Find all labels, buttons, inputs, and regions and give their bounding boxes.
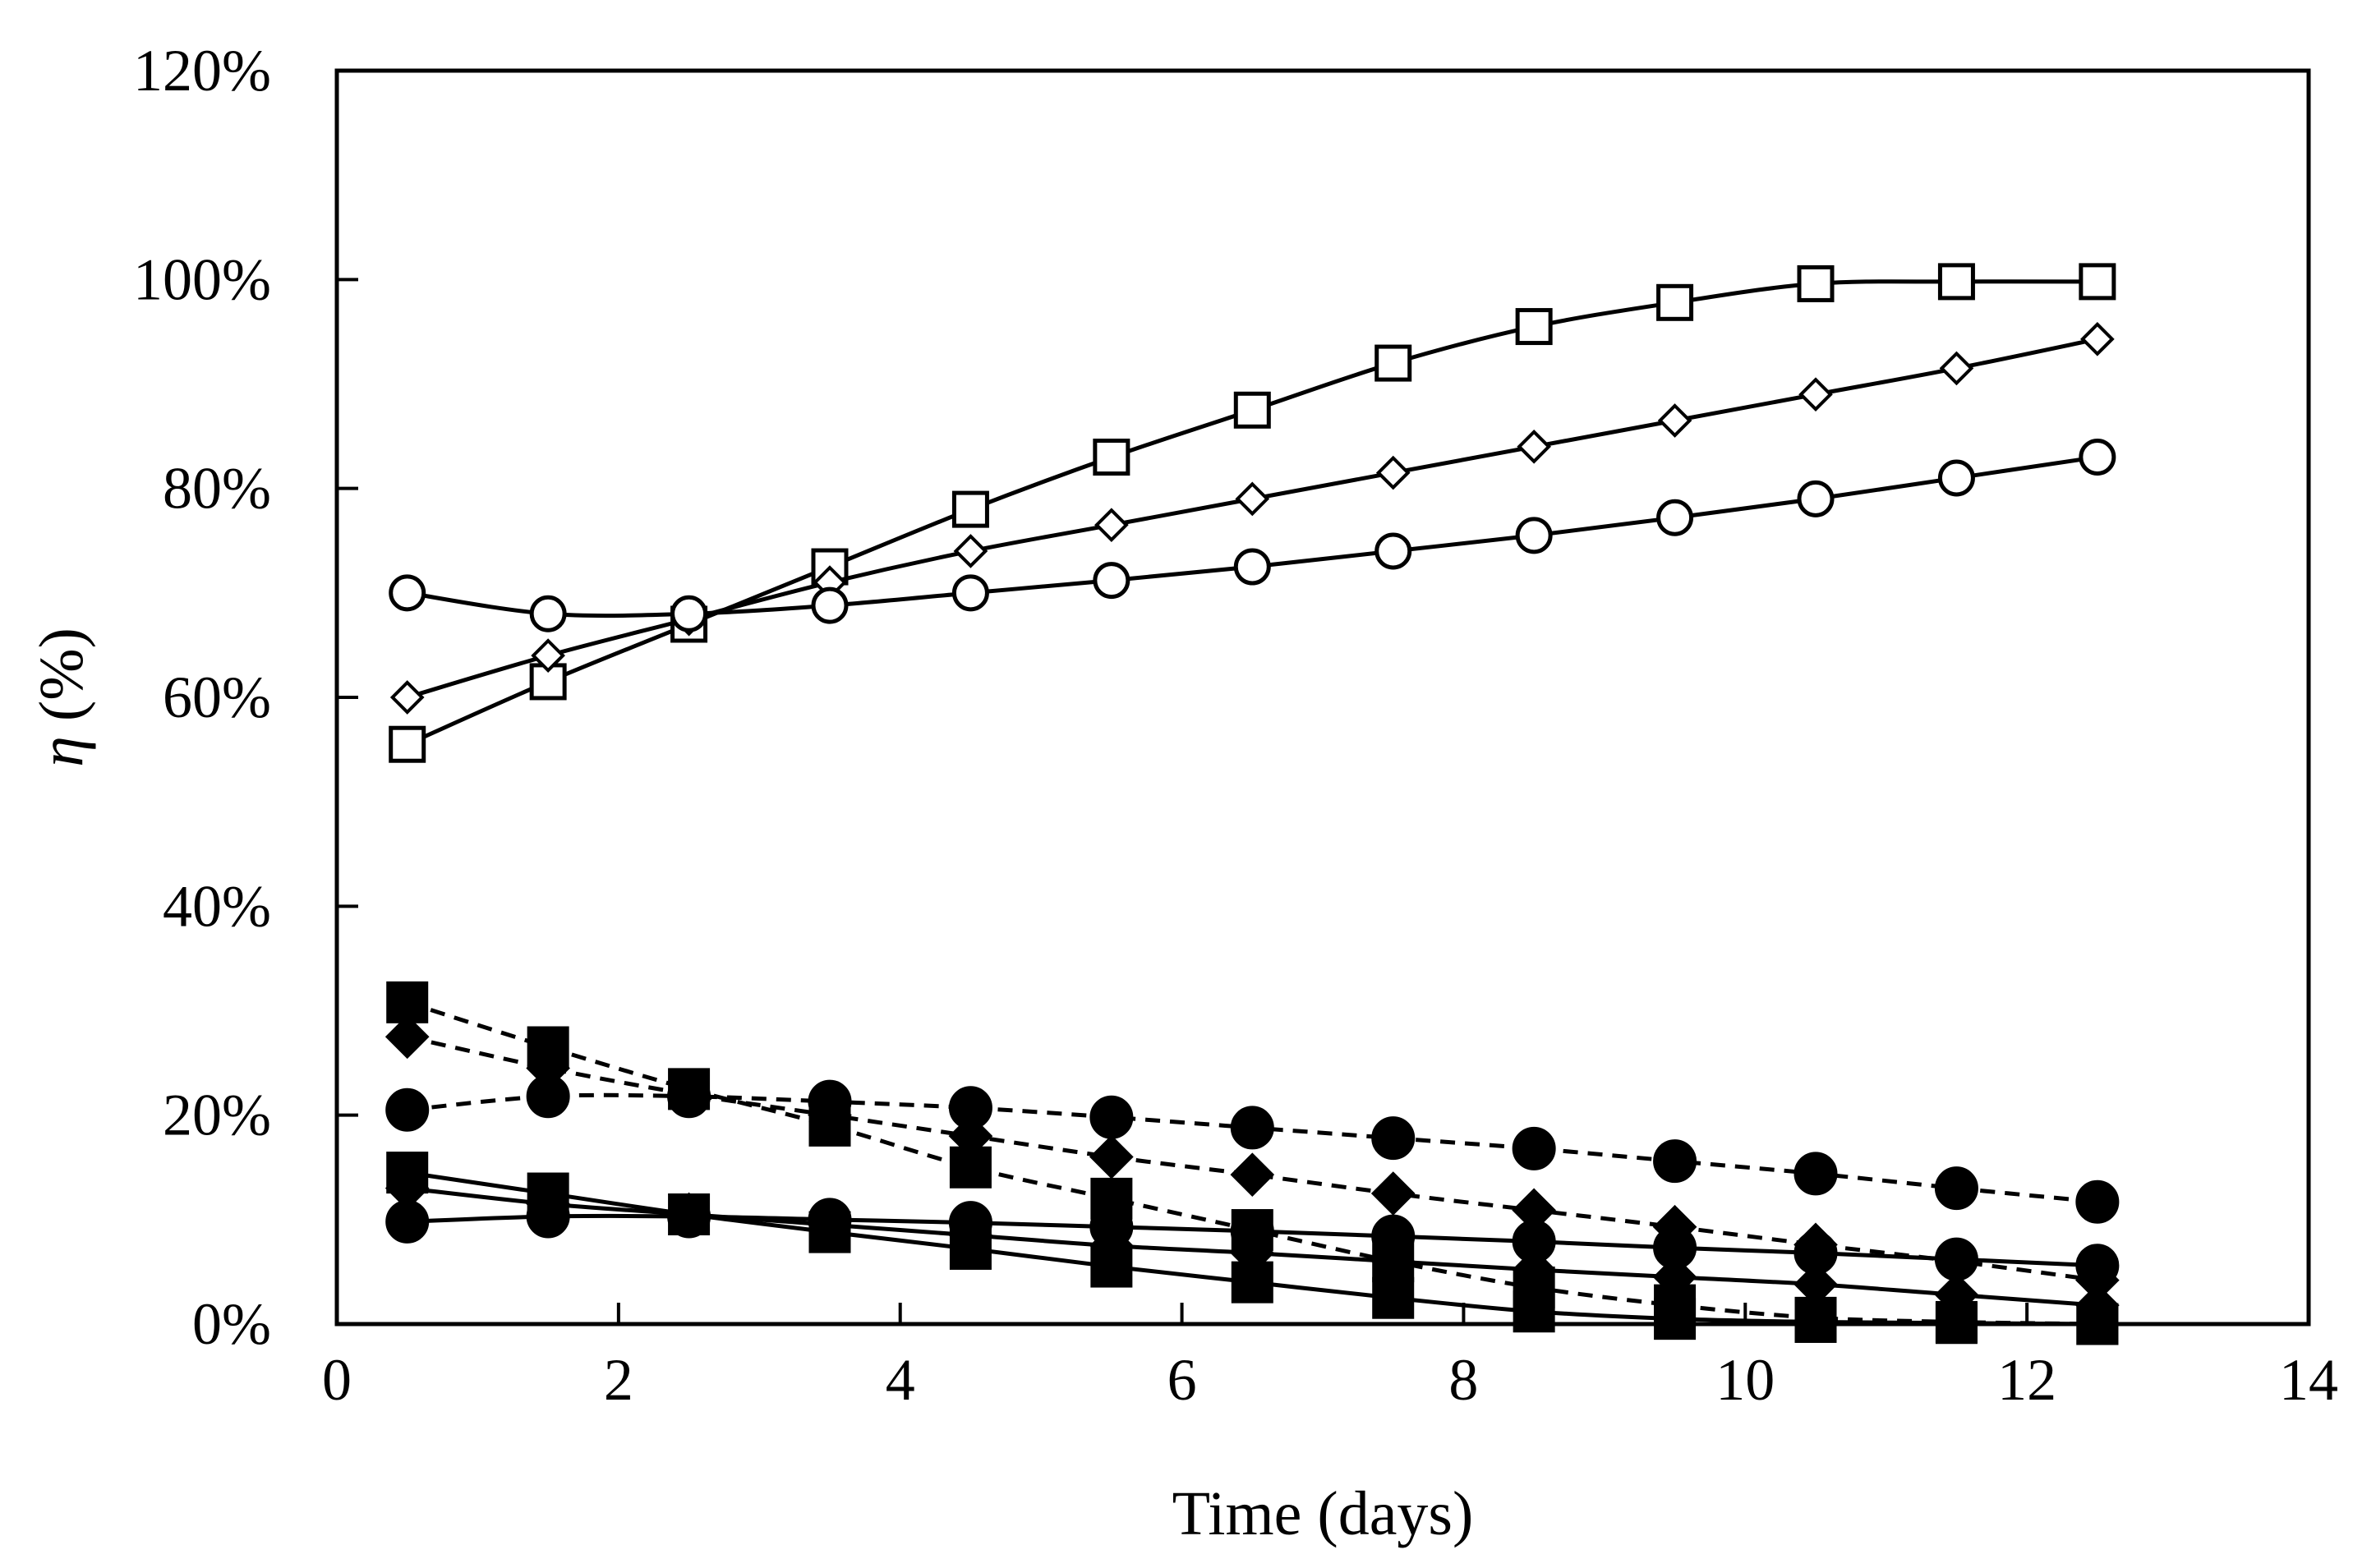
data-point-circle	[2075, 1179, 2120, 1224]
data-point-circle	[529, 595, 567, 632]
data-point-circle	[670, 595, 708, 632]
data-point-square	[1372, 1276, 1415, 1319]
data-point-circle	[948, 1201, 992, 1245]
y-tick-label: 100%	[133, 246, 271, 312]
data-point-square	[2079, 263, 2116, 301]
data-point-circle	[811, 586, 849, 624]
y-tick-label: 0%	[192, 1291, 271, 1357]
data-point-circle	[1653, 1139, 1697, 1184]
y-axis-unit: (%)	[27, 628, 96, 721]
data-point-diamond	[531, 638, 565, 673]
data-point-circle	[1794, 1231, 1838, 1276]
data-point-diamond	[1934, 1272, 1979, 1317]
data-point-diamond	[2080, 321, 2115, 356]
x-tick-label: 12	[1997, 1347, 2056, 1413]
data-point-square	[1794, 1300, 1837, 1343]
data-point-diamond	[389, 680, 425, 715]
data-point-diamond	[1939, 351, 1974, 386]
data-point-diamond	[1230, 1152, 1275, 1197]
data-point-diamond	[1089, 1134, 1134, 1179]
data-point-circle	[385, 1199, 430, 1244]
series-open-circle	[389, 439, 2116, 632]
data-point-diamond	[1235, 481, 1270, 517]
series-filled-circle-solid	[385, 1194, 2120, 1288]
data-point-diamond	[1094, 508, 1129, 543]
data-point-circle	[1089, 1095, 1134, 1139]
y-axis-title: η (%)	[27, 628, 96, 767]
y-tick-label: 40%	[163, 873, 271, 939]
tick-layer: 0 2 4 6 8 10 12 14 0% 20% 40% 60% 80% 100% 120%	[133, 38, 2338, 1413]
y-tick-label: 20%	[163, 1083, 271, 1148]
x-tick-label: 14	[2279, 1347, 2338, 1413]
data-point-diamond	[953, 534, 988, 568]
data-point-circle	[1233, 548, 1271, 586]
data-point-circle	[526, 1074, 570, 1119]
x-tick-label: 10	[1715, 1347, 1775, 1413]
data-point-circle	[1515, 517, 1553, 554]
data-point-circle	[1371, 1116, 1416, 1161]
data-point-square	[1797, 264, 1835, 302]
data-point-diamond	[1657, 403, 1692, 438]
data-point-diamond	[1375, 455, 1411, 490]
y-tick-label: 60%	[163, 664, 271, 730]
data-point-circle	[1512, 1220, 1556, 1264]
data-point-square	[1233, 391, 1271, 429]
x-tick-label: 8	[1448, 1347, 1478, 1413]
data-point-square	[1093, 439, 1130, 476]
data-point-circle	[1653, 1225, 1697, 1270]
data-point-square	[1656, 283, 1694, 321]
data-point-circle	[948, 1086, 992, 1130]
data-point-diamond	[384, 1014, 430, 1060]
data-point-diamond	[1798, 377, 1833, 412]
x-axis-title: Time (days)	[1172, 1479, 1474, 1548]
data-point-circle	[1089, 1205, 1134, 1249]
data-point-circle	[526, 1194, 570, 1239]
data-point-circle	[1794, 1152, 1838, 1196]
y-tick-label: 80%	[163, 456, 271, 522]
data-point-circle	[1374, 532, 1412, 570]
data-point-circle	[1934, 1166, 1978, 1211]
data-point-circle	[1512, 1126, 1556, 1170]
data-point-circle	[2075, 1244, 2120, 1288]
data-point-square	[951, 490, 989, 528]
x-tick-label: 0	[322, 1347, 352, 1413]
data-point-circle	[667, 1074, 711, 1119]
data-point-circle	[1371, 1214, 1416, 1258]
data-point-circle	[1656, 499, 1694, 536]
x-tick-label: 4	[886, 1347, 915, 1413]
data-point-diamond	[1370, 1171, 1416, 1216]
series-filled-circle-dashed	[385, 1074, 2120, 1224]
data-point-circle	[1093, 562, 1130, 600]
data-point-circle	[1230, 1209, 1274, 1253]
data-point-circle	[1937, 459, 1975, 497]
data-point-circle	[951, 574, 989, 612]
y-tick-label: 120%	[133, 38, 271, 103]
x-tick-label: 2	[604, 1347, 633, 1413]
data-point-square	[1937, 263, 1975, 301]
data-point-diamond	[1794, 1262, 1838, 1307]
x-tick-label: 6	[1167, 1347, 1197, 1413]
data-point-square	[389, 725, 426, 763]
data-point-circle	[389, 574, 426, 612]
data-point-square	[1374, 344, 1412, 382]
data-point-circle	[1797, 480, 1835, 517]
data-point-circle	[385, 1087, 430, 1132]
series-layer	[384, 263, 2120, 1345]
data-point-circle	[1934, 1237, 1978, 1281]
data-point-circle	[2079, 439, 2116, 476]
data-point-diamond	[1517, 429, 1551, 464]
data-point-circle	[1230, 1106, 1274, 1150]
data-point-circle	[667, 1194, 711, 1239]
data-point-square	[1515, 308, 1553, 346]
data-point-square	[1654, 1298, 1697, 1340]
data-point-circle	[808, 1079, 852, 1124]
data-point-circle	[808, 1198, 852, 1242]
y-axis-symbol: η	[27, 736, 96, 767]
